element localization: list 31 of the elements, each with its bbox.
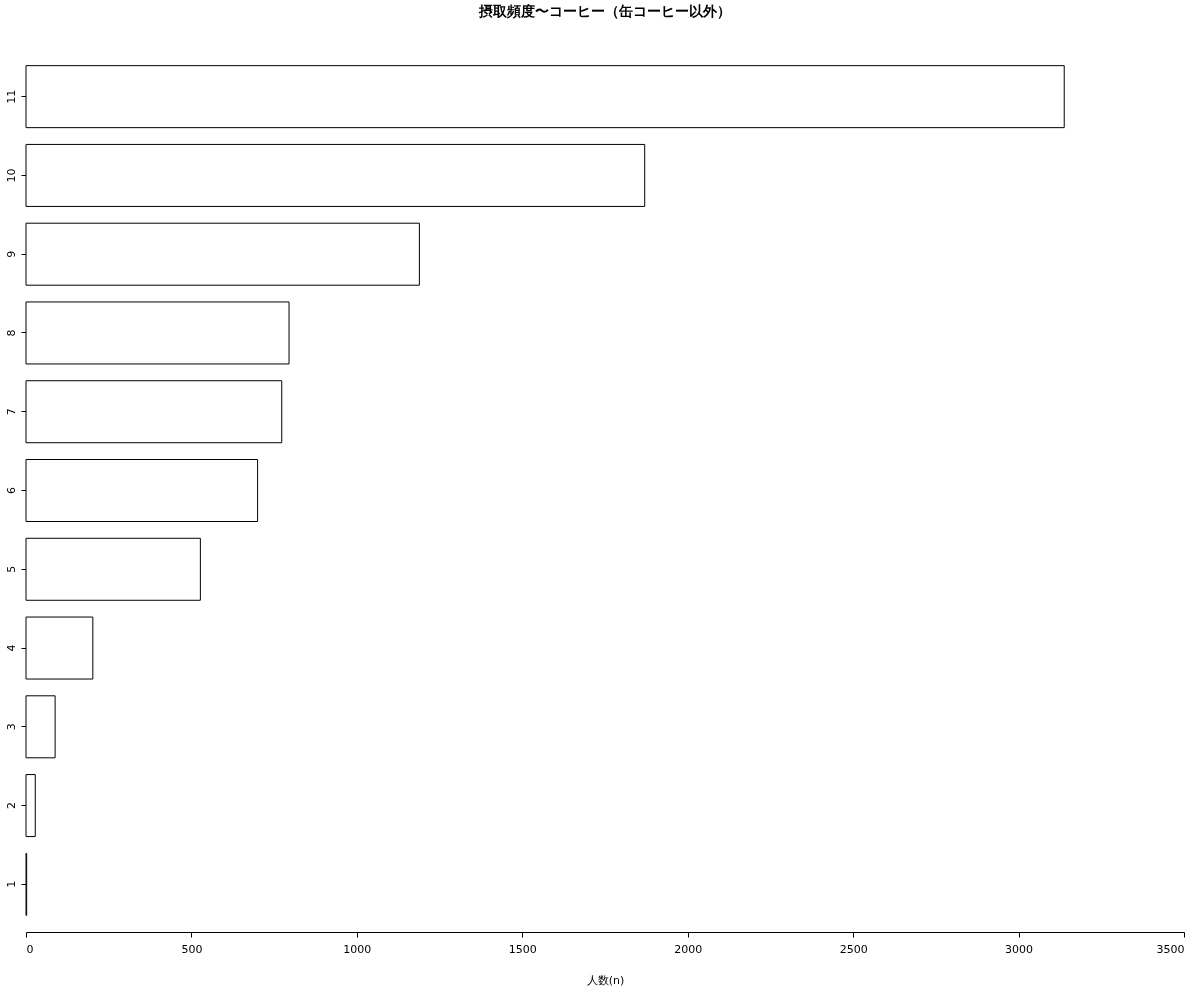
x-tick-label: 1500 xyxy=(508,942,537,956)
y-tick-label: 2 xyxy=(4,802,18,810)
bar xyxy=(25,65,1065,129)
y-tick-label: 6 xyxy=(4,487,18,494)
bar xyxy=(25,774,36,838)
y-tick-label: 3 xyxy=(4,723,18,731)
x-axis-title: 人数(n) xyxy=(586,973,625,987)
x-tick-label: 2500 xyxy=(839,942,868,956)
chart-title: 摂取頻度〜コーヒー（缶コーヒー以外） xyxy=(478,3,731,19)
bar xyxy=(25,143,646,207)
bar xyxy=(25,459,259,522)
bar xyxy=(25,301,290,365)
bar xyxy=(25,222,420,286)
y-tick-label: 8 xyxy=(4,329,18,337)
y-tick-label: 5 xyxy=(4,565,18,573)
x-tick-label: 2000 xyxy=(674,942,703,956)
bar xyxy=(25,380,283,444)
bar xyxy=(25,616,94,680)
y-tick-label: 10 xyxy=(4,168,18,183)
x-tick-label: 1000 xyxy=(343,942,372,956)
y-tick-label: 9 xyxy=(4,250,18,258)
y-tick-label: 1 xyxy=(4,880,18,888)
x-tick-label: 500 xyxy=(181,942,203,956)
x-tick-label: 3000 xyxy=(1005,942,1034,956)
y-tick-label: 7 xyxy=(4,408,18,416)
x-tick-label: 3500 xyxy=(1156,942,1185,956)
x-tick-label: 0 xyxy=(26,942,34,956)
y-tick-label: 11 xyxy=(4,89,18,104)
bar xyxy=(25,537,201,601)
y-tick-label: 4 xyxy=(4,644,18,652)
bar xyxy=(25,695,56,759)
